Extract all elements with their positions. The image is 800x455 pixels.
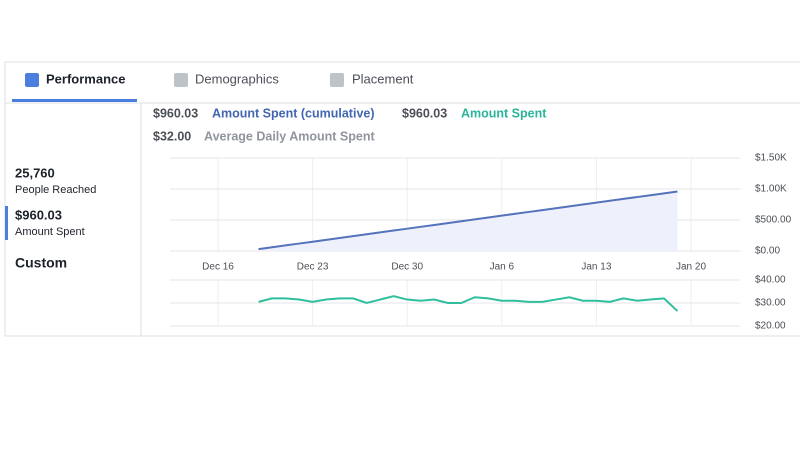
x-tick-label: Dec 30	[391, 262, 423, 273]
summary-value: $32.00	[153, 129, 191, 143]
x-tick-label: Jan 20	[676, 262, 706, 273]
x-tick-label: Dec 16	[202, 262, 234, 273]
tab[interactable]: Demographics	[195, 71, 279, 86]
tab-underline	[12, 99, 137, 102]
y-tick-label: $0.00	[755, 246, 780, 257]
y-tick-label: $40.00	[755, 275, 786, 286]
selected-indicator	[5, 206, 8, 240]
y-tick-label: $500.00	[755, 215, 792, 226]
legend-label: Amount Spent (cumulative)	[212, 106, 375, 120]
y-tick-label: $1.00K	[755, 184, 787, 195]
metric-value: 25,760	[15, 165, 55, 180]
legend-label: Amount Spent	[461, 106, 547, 120]
tab-icon	[330, 73, 344, 87]
y-tick-label: $20.00	[755, 321, 786, 332]
tab[interactable]: Performance	[46, 71, 125, 86]
line	[258, 190, 678, 251]
tab-icon	[25, 73, 39, 87]
summary-value: $960.03	[402, 106, 447, 120]
metric-label: People Reached	[15, 184, 96, 196]
line	[258, 295, 679, 312]
x-tick-label: Dec 23	[297, 262, 329, 273]
metric-label[interactable]: Amount Spent	[15, 226, 85, 238]
custom-link[interactable]: Custom	[15, 255, 67, 271]
summary-value: $960.03	[153, 106, 198, 120]
x-tick-label: Jan 6	[490, 262, 515, 273]
y-tick-label: $30.00	[755, 298, 786, 309]
y-tick-label: $1.50K	[755, 153, 787, 164]
metric-value[interactable]: $960.03	[15, 207, 62, 222]
tab[interactable]: Placement	[352, 71, 414, 86]
x-tick-label: Jan 13	[581, 262, 611, 273]
summary-label: Average Daily Amount Spent	[204, 129, 375, 143]
tab-icon	[174, 73, 188, 87]
